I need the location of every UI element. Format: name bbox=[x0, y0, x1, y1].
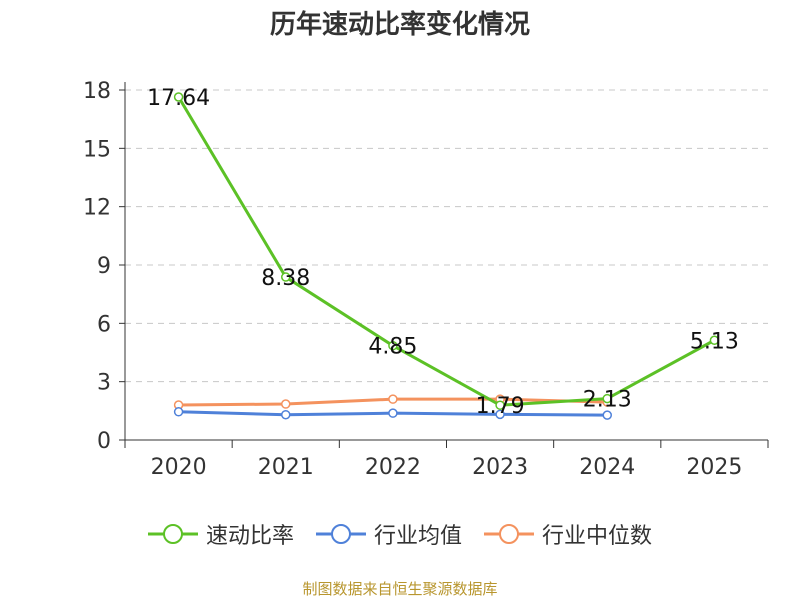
series-lines bbox=[173, 92, 720, 420]
series-line-1 bbox=[177, 96, 716, 407]
x-tick-label: 2025 bbox=[686, 455, 742, 480]
data-point bbox=[602, 410, 612, 420]
y-tick-label: 6 bbox=[97, 312, 111, 337]
data-point bbox=[495, 400, 505, 410]
legend-item-3[interactable]: 行业中位数 bbox=[484, 518, 652, 550]
data-label: 2.13 bbox=[583, 388, 632, 413]
legend: 速动比率 行业均值 行业中位数 bbox=[0, 518, 800, 550]
x-tick-label: 2021 bbox=[258, 455, 314, 480]
legend-label: 行业均值 bbox=[373, 524, 462, 549]
data-point bbox=[709, 335, 720, 345]
data-point bbox=[388, 408, 398, 418]
legend-line-marker-icon bbox=[315, 524, 366, 544]
legend-line-marker-icon bbox=[147, 524, 198, 544]
data-point bbox=[495, 409, 505, 420]
y-tick-label: 12 bbox=[83, 196, 111, 221]
chart-title: 历年速动比率变化情况 bbox=[269, 10, 530, 40]
y-tick-label: 15 bbox=[83, 137, 111, 162]
data-label: 5.13 bbox=[690, 329, 739, 354]
data-point bbox=[281, 399, 291, 409]
data-label: 4.85 bbox=[368, 335, 417, 360]
y-tick-label: 0 bbox=[97, 429, 111, 454]
axes: 0 3 6 9 12 15 18 2020 2021 2022 2023 2024 2025 bbox=[83, 79, 769, 480]
data-point bbox=[388, 340, 398, 351]
y-tick-label: 3 bbox=[97, 371, 111, 396]
x-tick-label: 2020 bbox=[151, 455, 207, 480]
y-tick-label: 18 bbox=[83, 79, 111, 104]
data-point bbox=[173, 407, 184, 417]
x-tick-label: 2023 bbox=[472, 455, 528, 480]
legend-line-marker-icon bbox=[484, 524, 534, 544]
data-label: 17.64 bbox=[147, 86, 210, 111]
data-point bbox=[281, 409, 291, 420]
data-point bbox=[173, 92, 184, 102]
grid-lines bbox=[125, 89, 768, 383]
legend-label: 行业中位数 bbox=[542, 524, 653, 549]
data-point bbox=[281, 272, 291, 282]
data-point bbox=[388, 394, 398, 404]
data-label: 8.38 bbox=[261, 266, 310, 291]
data-label: 1.79 bbox=[476, 394, 525, 419]
x-tick-label: 2024 bbox=[579, 455, 635, 480]
y-tick-label: 9 bbox=[97, 254, 111, 279]
source-note: 制图数据来自恒生聚源数据库 bbox=[302, 580, 498, 598]
data-labels: 17.64 8.38 4.85 1.79 2.13 5.13 bbox=[147, 86, 739, 419]
legend-item-2[interactable]: 行业均值 bbox=[315, 518, 462, 550]
data-point bbox=[602, 393, 612, 404]
legend-item-1[interactable]: 速动比率 bbox=[147, 518, 294, 550]
x-tick-label: 2022 bbox=[365, 455, 421, 480]
legend-label: 速动比率 bbox=[205, 524, 294, 549]
